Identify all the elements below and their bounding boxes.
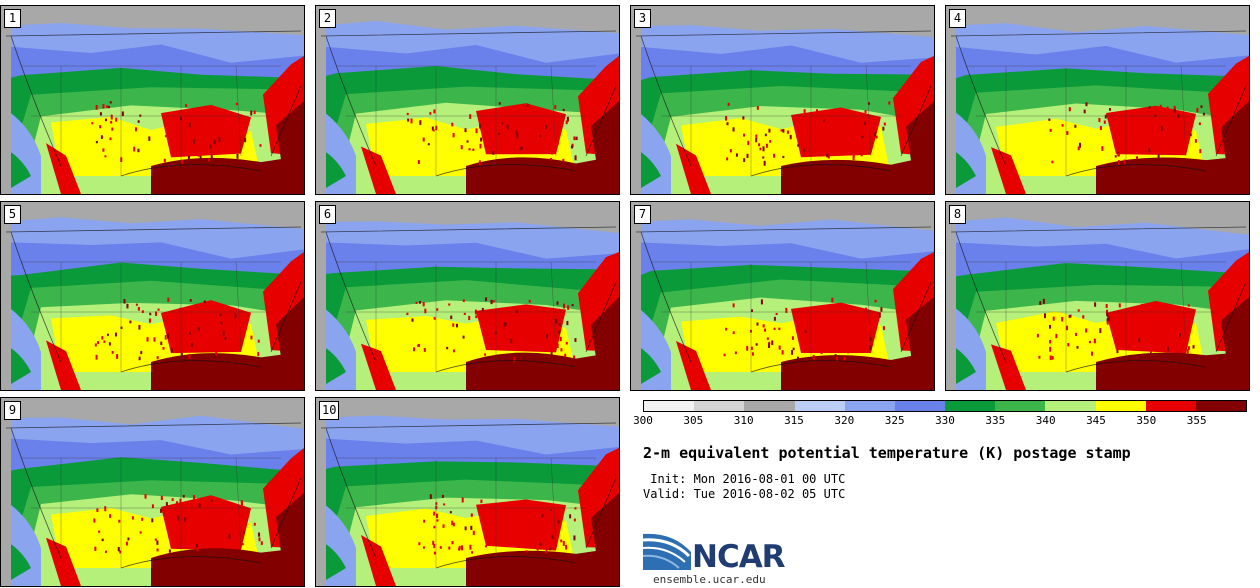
colorbar [643, 400, 1247, 412]
map-field [1, 6, 304, 194]
colorbar-swatch [744, 401, 795, 411]
panel-number-label: 2 [319, 9, 336, 28]
map-field [1, 202, 304, 390]
map-panel-6: 6 [315, 201, 620, 391]
colorbar-swatch [1195, 401, 1247, 411]
chart-title: 2-m equivalent potential temperature (K)… [643, 444, 1131, 462]
colorbar-swatch [1145, 401, 1196, 411]
colorbar-tick-label: 310 [733, 414, 754, 427]
colorbar-tick-label: 305 [683, 414, 704, 427]
map-field [631, 6, 934, 194]
colorbar-tick-label: 340 [1035, 414, 1056, 427]
colorbar-swatch [644, 401, 695, 411]
panel-number-label: 1 [4, 9, 21, 28]
colorbar-tick-label: 350 [1136, 414, 1157, 427]
colorbar-swatch [894, 401, 946, 411]
panel-number-label: 5 [4, 205, 21, 224]
logo-text: NCAR [692, 539, 786, 575]
valid-time: Valid: Tue 2016-08-02 05 UTC [643, 487, 846, 501]
map-panel-4: 4 [945, 5, 1250, 195]
map-panel-5: 5 [0, 201, 305, 391]
map-panel-3: 3 [630, 5, 935, 195]
panel-number-label: 3 [634, 9, 651, 28]
panel-number-label: 4 [949, 9, 966, 28]
colorbar-swatch [694, 401, 745, 411]
init-time: Init: Mon 2016-08-01 00 UTC [643, 472, 846, 486]
colorbar-tick-label: 330 [935, 414, 955, 427]
map-field [946, 202, 1249, 390]
panel-number-label: 7 [634, 205, 651, 224]
colorbar-swatch [794, 401, 845, 411]
map-field [1, 398, 304, 586]
colorbar-tick-label: 315 [784, 414, 804, 427]
map-field [631, 202, 934, 390]
site-url: ensemble.ucar.edu [653, 573, 766, 586]
map-panel-8: 8 [945, 201, 1250, 391]
map-field [946, 6, 1249, 194]
colorbar-tick-label: 300 [633, 414, 653, 427]
panel-number-label: 10 [319, 401, 340, 420]
colorbar-tick-label: 335 [985, 414, 1006, 427]
colorbar-swatch [995, 401, 1046, 411]
colorbar-tick-label: 355 [1186, 414, 1207, 427]
map-panel-10: 10 [315, 397, 620, 587]
colorbar-ticks: 300 305 310 315 320 325 330 335 340 345 350 355 [633, 414, 1247, 430]
colorbar-swatch [1095, 401, 1146, 411]
map-panel-1: 1 [0, 5, 305, 195]
map-field [316, 398, 619, 586]
colorbar-tick-label: 320 [834, 414, 855, 427]
colorbar-swatch [945, 401, 996, 411]
map-panel-2: 2 [315, 5, 620, 195]
map-panel-7: 7 [630, 201, 935, 391]
colorbar-swatch [844, 401, 895, 411]
map-field [316, 202, 619, 390]
colorbar-swatch [1045, 401, 1096, 411]
panel-number-label: 8 [949, 205, 966, 224]
panel-number-label: 6 [319, 205, 336, 224]
map-field [316, 6, 619, 194]
panel-number-label: 9 [4, 401, 21, 420]
colorbar-tick-label: 325 [884, 414, 905, 427]
colorbar-tick-label: 345 [1086, 414, 1106, 427]
map-panel-9: 9 [0, 397, 305, 587]
ncar-logo-icon [643, 533, 691, 570]
